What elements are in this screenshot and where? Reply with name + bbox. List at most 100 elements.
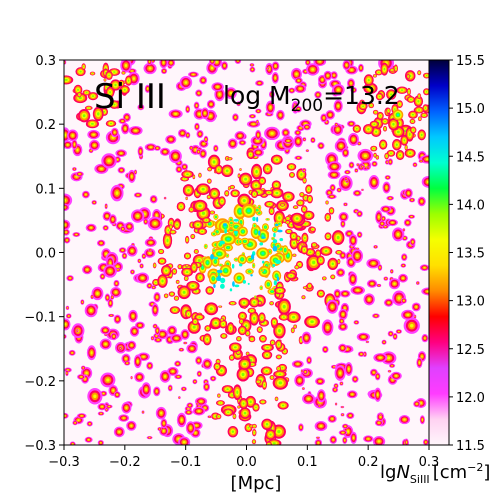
density-blob — [113, 71, 116, 73]
density-blob — [292, 329, 294, 331]
density-blob — [383, 67, 386, 71]
density-blob — [389, 161, 391, 163]
density-blob — [278, 356, 280, 358]
density-blob — [299, 202, 302, 204]
density-blob — [331, 262, 334, 266]
density-blob — [323, 277, 325, 279]
density-blob — [270, 131, 274, 135]
density-blob — [237, 276, 241, 280]
x-tick-label: 0.0 — [236, 455, 257, 470]
density-blob — [390, 93, 393, 96]
x-tick-label: −0.3 — [48, 455, 80, 470]
density-blob — [374, 75, 376, 77]
density-blob — [366, 341, 368, 343]
density-blob — [277, 294, 279, 296]
density-blob — [426, 290, 429, 293]
density-blob — [151, 303, 154, 305]
density-blob — [423, 114, 426, 116]
density-blob — [205, 381, 207, 383]
density-blob — [274, 76, 277, 80]
density-blob — [301, 194, 303, 196]
density-blob — [229, 91, 233, 95]
density-blob — [407, 192, 410, 195]
density-blob — [344, 439, 346, 442]
density-blob — [114, 83, 117, 87]
density-blob — [108, 269, 112, 273]
density-blob — [309, 198, 311, 201]
density-blob — [417, 100, 420, 103]
density-blob — [396, 113, 400, 117]
density-blob — [343, 307, 346, 310]
density-blob — [243, 362, 247, 366]
density-blob — [104, 329, 107, 332]
density-blob — [294, 326, 296, 328]
density-blob — [227, 246, 230, 249]
density-blob — [187, 408, 190, 410]
density-blob — [377, 71, 380, 74]
density-blob — [391, 270, 393, 272]
density-blob — [171, 370, 175, 373]
density-blob — [266, 167, 269, 171]
density-blob — [226, 388, 229, 391]
density-blob — [126, 362, 128, 364]
density-blob — [206, 261, 209, 264]
density-blob — [216, 85, 219, 88]
density-blob — [165, 269, 168, 272]
density-blob — [403, 256, 405, 258]
density-blob — [303, 248, 306, 251]
density-blob — [169, 265, 171, 267]
density-blob — [256, 139, 260, 142]
density-blob — [238, 209, 242, 214]
density-blob — [342, 432, 344, 434]
density-blob — [396, 232, 400, 236]
density-blob — [358, 213, 361, 215]
density-blob — [387, 110, 389, 112]
density-blob — [253, 431, 255, 434]
density-blob — [418, 361, 421, 364]
density-blob — [132, 314, 135, 318]
density-blob — [187, 108, 189, 111]
density-blob — [357, 164, 359, 166]
density-blob — [80, 376, 83, 378]
density-blob — [238, 103, 240, 105]
density-blob — [204, 112, 206, 115]
density-blob — [226, 237, 230, 241]
density-blob — [231, 430, 235, 433]
density-blob — [362, 166, 364, 167]
density-peak — [222, 223, 228, 227]
density-blob — [152, 198, 155, 201]
density-blob — [404, 237, 406, 239]
density-blob — [375, 246, 377, 248]
density-blob — [184, 333, 187, 336]
density-blob — [202, 142, 205, 145]
density-blob — [301, 243, 303, 245]
density-blob — [149, 146, 153, 148]
density-blob — [394, 375, 398, 377]
density-blob — [268, 263, 270, 265]
density-blob — [199, 133, 201, 135]
density-blob — [175, 297, 178, 299]
density-blob — [275, 274, 278, 277]
density-blob — [179, 397, 180, 398]
density-blob — [306, 126, 308, 128]
density-blob — [209, 307, 213, 311]
density-blob — [93, 394, 97, 399]
density-blob — [218, 415, 220, 418]
density-blob — [275, 184, 278, 187]
density-blob — [81, 301, 83, 303]
density-blob — [426, 158, 429, 161]
density-blob — [261, 316, 263, 319]
density-blob — [109, 122, 113, 125]
density-blob — [289, 274, 293, 277]
density-blob — [409, 98, 412, 101]
density-blob — [274, 65, 277, 68]
density-blob — [267, 192, 270, 194]
density-blob — [208, 289, 211, 292]
density-blob — [255, 169, 258, 174]
x-tick-label: −0.1 — [170, 455, 202, 470]
density-blob — [263, 383, 265, 386]
density-blob — [345, 63, 348, 67]
density-blob — [182, 290, 186, 294]
density-blob — [104, 342, 107, 346]
density-blob — [141, 276, 144, 280]
